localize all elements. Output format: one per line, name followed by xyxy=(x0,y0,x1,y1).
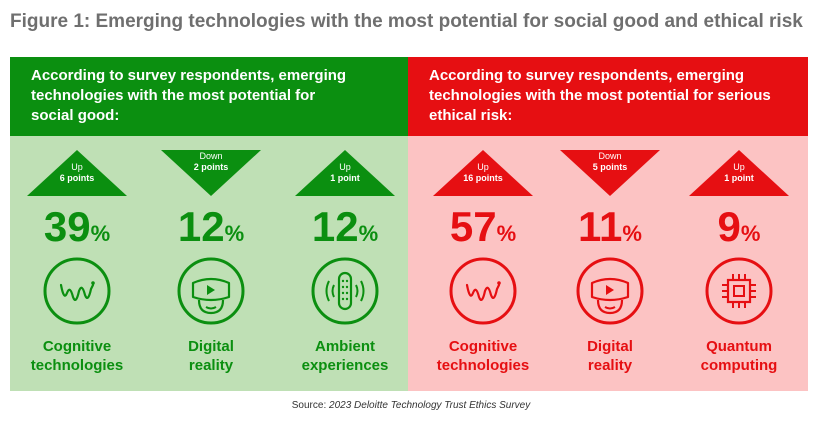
change-direction: Up xyxy=(339,162,351,172)
tech-label: reality xyxy=(188,357,234,374)
social-good-header: According to survey respondents, emergin… xyxy=(10,57,408,136)
tech-label: Digital xyxy=(188,338,234,355)
percent-sign: % xyxy=(622,221,642,246)
stat-cognitive-technologies: Up 6 points 39% Cognitive technologies xyxy=(12,136,142,391)
change-amount: 1 point xyxy=(724,173,754,183)
ethical-risk-header: According to survey respondents, emergin… xyxy=(408,57,808,136)
change-direction: Up xyxy=(733,162,745,172)
percent-sign: % xyxy=(358,221,379,246)
up-triangle xyxy=(27,150,127,196)
change-direction: Down xyxy=(199,151,223,161)
source-title: 2023 Deloitte Technology Trust Ethics Su… xyxy=(329,400,531,411)
tech-label: Cognitive xyxy=(448,338,518,355)
change-direction: Up xyxy=(71,162,83,172)
up-triangle xyxy=(689,150,789,196)
source-note: Source: 2023 Deloitte Technology Trust E… xyxy=(0,400,822,411)
percent-sign: % xyxy=(224,221,245,246)
header-line: According to survey respondents, emergin… xyxy=(31,67,347,84)
source-prefix: Source: xyxy=(291,400,330,411)
social-good-body: Up 6 points 39% Cognitive technologies Dow… xyxy=(10,136,408,391)
down-triangle xyxy=(560,150,660,196)
change-amount: 16 points xyxy=(463,173,503,183)
percent-sign: % xyxy=(496,221,517,246)
ethical-risk-panel: According to survey respondents, emergin… xyxy=(408,57,808,391)
tech-label: technologies xyxy=(436,357,530,374)
change-amount: 2 points xyxy=(193,162,229,172)
tech-label: computing xyxy=(700,357,778,374)
percent-value: 39 xyxy=(43,203,91,250)
stat-digital-reality: Down 5 points 11% Digital reality xyxy=(545,136,675,391)
header-line: According to survey respondents, emergin… xyxy=(429,67,745,84)
smart-speaker-icon xyxy=(311,257,379,325)
change-amount: 1 point xyxy=(330,173,360,183)
tech-label: technologies xyxy=(30,357,124,374)
percent-value: 11 xyxy=(578,203,623,250)
social-good-panel: According to survey respondents, emergin… xyxy=(10,57,408,391)
percent-sign: % xyxy=(90,221,111,246)
header-line: technologies with the most potential for xyxy=(31,87,316,104)
header-line: social good: xyxy=(31,107,120,124)
ethical-risk-body: Up 16 points 57% Cognitive technologies Do… xyxy=(408,136,808,391)
tech-label: reality xyxy=(587,357,633,374)
stat-quantum-computing: Up 1 point 9% Quantum computing xyxy=(674,136,804,391)
tech-label: Quantum xyxy=(706,338,772,355)
stat-digital-reality: Down 2 points 12% Digital reality xyxy=(146,136,276,391)
tech-label: experiences xyxy=(301,357,389,374)
vr-headset-icon xyxy=(576,257,644,325)
percent-value: 12 xyxy=(311,203,359,250)
up-triangle xyxy=(295,150,395,196)
header-line: technologies with the most potential for… xyxy=(429,87,771,104)
vr-headset-icon xyxy=(177,257,245,325)
percent-value: 12 xyxy=(177,203,225,250)
change-amount: 5 points xyxy=(592,162,628,172)
tech-label: Digital xyxy=(587,338,633,355)
change-direction: Up xyxy=(477,162,489,172)
stat-cognitive-technologies: Up 16 points 57% Cognitive technologies xyxy=(418,136,548,391)
down-triangle xyxy=(161,150,261,196)
tech-label: Ambient xyxy=(315,338,375,355)
stat-ambient-experiences: Up 1 point 12% Ambient experiences xyxy=(280,136,410,391)
percent-value: 9 xyxy=(717,203,741,250)
figure-title: Figure 1: Emerging technologies with the… xyxy=(10,11,803,32)
tech-label: Cognitive xyxy=(42,338,112,355)
change-direction: Down xyxy=(598,151,622,161)
header-line: ethical risk: xyxy=(429,107,513,124)
percent-sign: % xyxy=(740,221,761,246)
microchip-icon xyxy=(705,257,773,325)
cognitive-wave-icon xyxy=(449,257,517,325)
up-triangle xyxy=(433,150,533,196)
percent-value: 57 xyxy=(449,203,497,250)
change-amount: 6 points xyxy=(59,173,95,183)
cognitive-wave-icon xyxy=(43,257,111,325)
